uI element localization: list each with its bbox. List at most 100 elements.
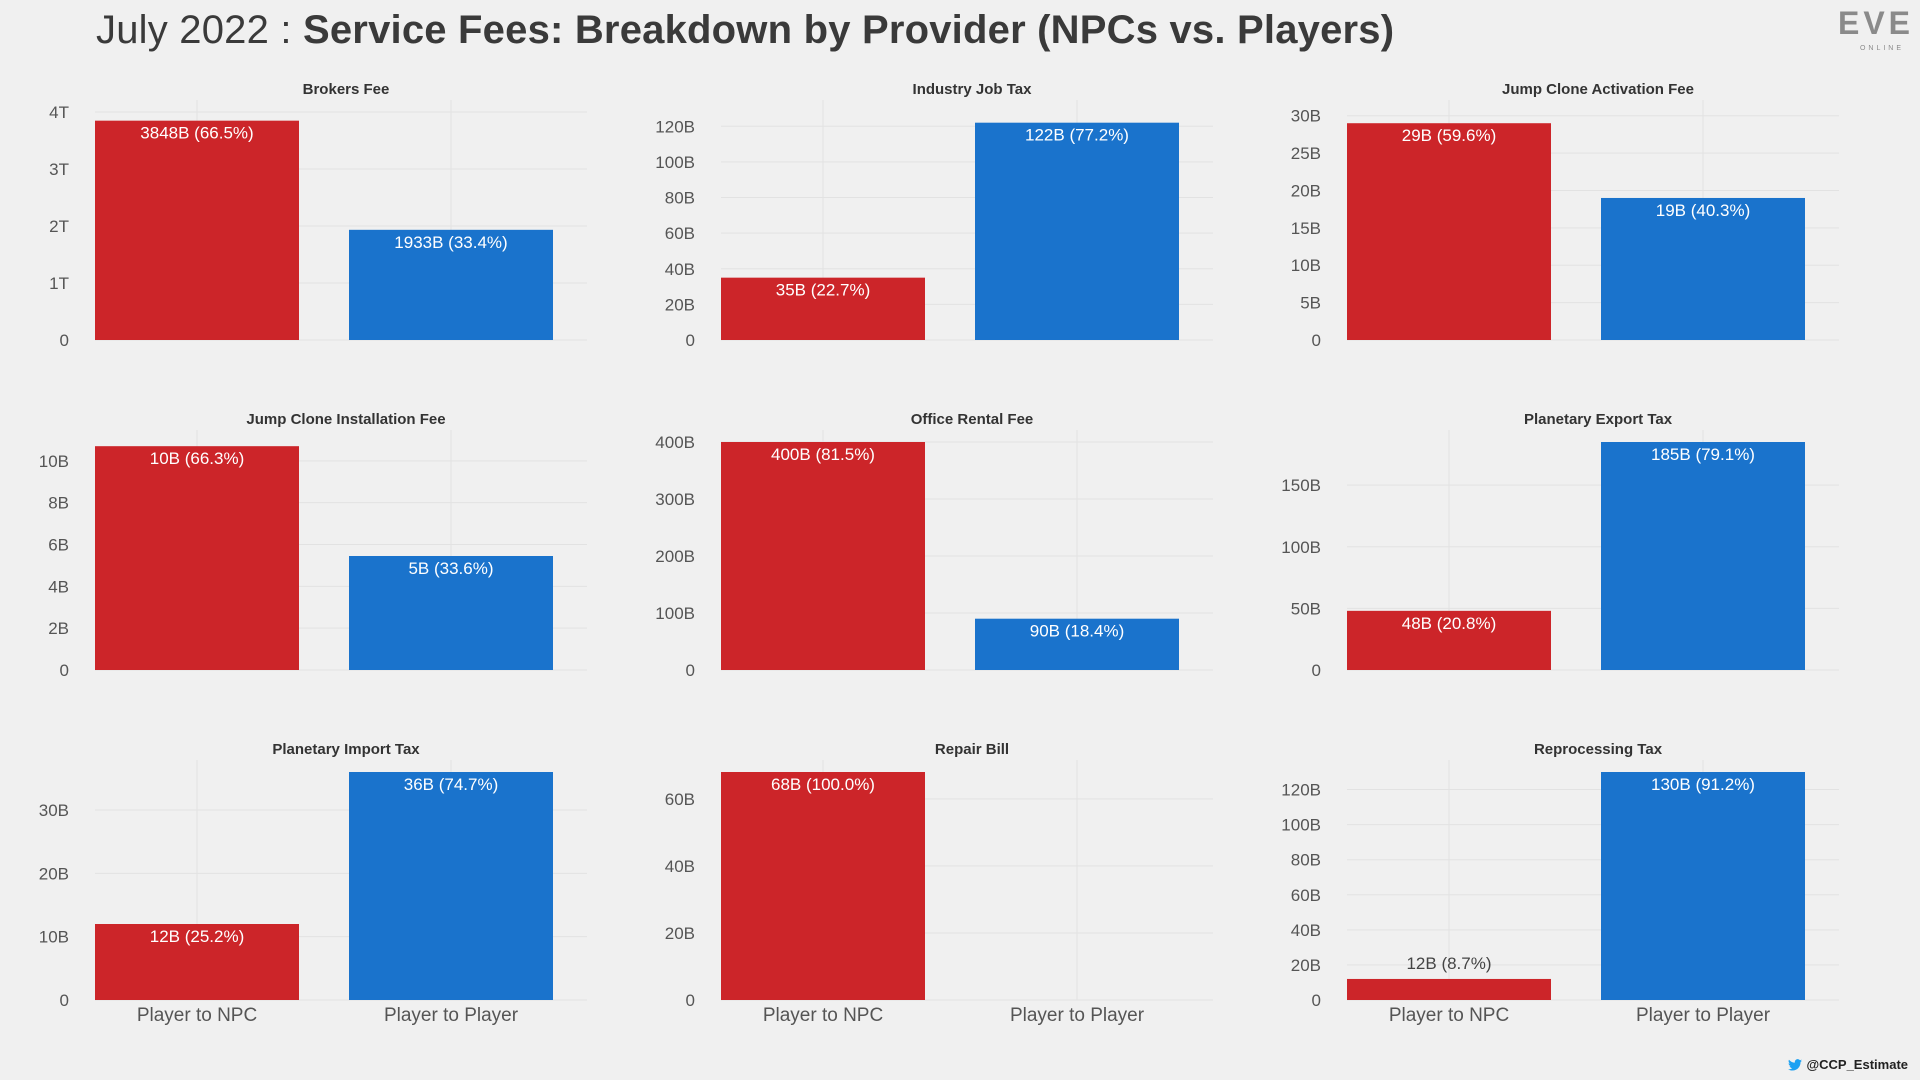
y-tick-label: 20B (1291, 181, 1321, 200)
x-category-label: Player to NPC (1389, 1005, 1509, 1026)
y-tick-label: 300B (655, 490, 695, 509)
bar-player-to-player[interactable] (975, 122, 1179, 340)
bar-data-label: 122B (77.2%) (1025, 126, 1129, 145)
twitter-handle: @CCP_Estimate (1806, 1057, 1908, 1072)
y-tick-label: 100B (655, 153, 695, 172)
bar-player-to-npc[interactable] (95, 924, 299, 1000)
y-tick-label: 25B (1291, 144, 1321, 163)
bar-data-label: 12B (25.2%) (150, 927, 245, 946)
bar-data-label: 35B (22.7%) (776, 281, 871, 300)
y-tick-label: 40B (1291, 921, 1321, 940)
chart-panel-repair-bill: Repair Bill 0 20B 40B 60B 68B (100.0%) Player … (665, 741, 1213, 1026)
bar-player-to-player[interactable] (975, 618, 1179, 670)
y-tick-label: 60B (665, 224, 695, 243)
logo-text: EVE (1838, 5, 1914, 41)
y-tick-label: 0 (686, 661, 695, 680)
bar-player-to-player[interactable] (1601, 197, 1805, 340)
y-tick-label: 4B (48, 577, 69, 596)
bar-player-to-npc[interactable] (721, 277, 925, 340)
y-tick-label: 120B (1281, 781, 1321, 800)
chart-title: Planetary Export Tax (1524, 411, 1673, 428)
chart-panel-jump-clone-activation-fee: Jump Clone Activation Fee 0 5B 10B 15B 20B 25B… (1291, 81, 1839, 350)
y-tick-label: 120B (655, 117, 695, 136)
y-tick-label: 200B (655, 547, 695, 566)
y-tick-label: 20B (665, 295, 695, 314)
y-tick-label: 100B (1281, 538, 1321, 557)
y-tick-label: 0 (60, 991, 69, 1010)
bar-data-label: 10B (66.3%) (150, 449, 245, 468)
y-tick-label: 20B (39, 864, 69, 883)
bar-data-label: 5B (33.6%) (408, 559, 493, 578)
y-tick-label: 0 (1312, 991, 1321, 1010)
bar-player-to-npc[interactable] (1347, 978, 1551, 1000)
y-tick-label: 8B (48, 494, 69, 513)
chart-panel-planetary-export-tax: Planetary Export Tax 0 50B 100B 150B 48B (20.… (1281, 411, 1839, 680)
y-tick-label: 20B (1291, 956, 1321, 975)
bar-data-label: 12B (8.7%) (1406, 954, 1491, 973)
y-tick-label: 20B (665, 924, 695, 943)
title-main: Service Fees: Breakdown by Provider (NPC… (302, 8, 1395, 52)
y-tick-label: 10B (39, 928, 69, 947)
chart-panel-planetary-import-tax: Planetary Import Tax 0 10B 20B 30B 12B (25.2%… (39, 741, 587, 1026)
x-category-label: Player to NPC (763, 1005, 883, 1026)
bar-player-to-player[interactable] (1601, 772, 1805, 1000)
y-tick-label: 0 (1312, 661, 1321, 680)
chart-panel-industry-job-tax: Industry Job Tax 0 20B 40B 60B 80B 100B 120B 35B… (655, 81, 1213, 350)
chart-panel-office-rental-fee: Office Rental Fee 0 100B 200B 300B 400B 400B (… (655, 411, 1213, 680)
y-tick-label: 0 (60, 661, 69, 680)
chart-title: Repair Bill (935, 741, 1009, 758)
chart-panel-jump-clone-installation-fee: Jump Clone Installation Fee 0 2B 4B 6B 8B 10B 1… (39, 411, 587, 680)
bar-data-label: 400B (81.5%) (771, 445, 875, 464)
y-tick-label: 10B (39, 452, 69, 471)
bar-data-label: 36B (74.7%) (404, 775, 499, 794)
y-tick-label: 10B (1291, 256, 1321, 275)
y-tick-label: 60B (665, 790, 695, 809)
bar-player-to-npc[interactable] (721, 442, 925, 670)
bar-player-to-player[interactable] (349, 772, 553, 1000)
logo-subtext: ONLINE (1860, 45, 1904, 52)
bar-player-to-npc[interactable] (95, 446, 299, 670)
chart-title: Jump Clone Installation Fee (246, 411, 445, 428)
y-tick-label: 50B (1291, 599, 1321, 618)
bar-player-to-npc[interactable] (1347, 123, 1551, 341)
bar-player-to-npc[interactable] (721, 772, 925, 1000)
y-tick-label: 60B (1291, 886, 1321, 905)
y-tick-label: 150B (1281, 476, 1321, 495)
y-tick-label: 0 (686, 991, 695, 1010)
bar-data-label: 1933B (33.4%) (394, 233, 507, 252)
y-tick-label: 4T (49, 103, 69, 122)
chart-title: Reprocessing Tax (1534, 741, 1663, 758)
bar-data-label: 19B (40.3%) (1656, 201, 1751, 220)
bar-data-label: 185B (79.1%) (1651, 445, 1755, 464)
bar-data-label: 3848B (66.5%) (140, 124, 253, 143)
twitter-credit[interactable]: @CCP_Estimate (1788, 1057, 1908, 1072)
chart-title: Industry Job Tax (913, 81, 1033, 98)
y-tick-label: 0 (60, 331, 69, 350)
y-tick-label: 0 (1312, 331, 1321, 350)
bar-data-label: 90B (18.4%) (1030, 622, 1125, 641)
y-tick-label: 80B (1291, 851, 1321, 870)
x-category-label: Player to Player (384, 1005, 519, 1026)
chart-title: Jump Clone Activation Fee (1502, 81, 1694, 98)
y-tick-label: 15B (1291, 219, 1321, 238)
twitter-icon (1788, 1058, 1803, 1071)
bar-player-to-player[interactable] (349, 229, 553, 340)
chart-title: Office Rental Fee (911, 411, 1034, 428)
bar-player-to-npc[interactable] (95, 120, 299, 340)
y-tick-label: 40B (665, 260, 695, 279)
chart-panel-reprocessing-tax: Reprocessing Tax 0 20B 40B 60B 80B 100B 120B 12B… (1281, 741, 1839, 1026)
bar-player-to-npc[interactable] (1347, 610, 1551, 670)
y-tick-label: 100B (655, 604, 695, 623)
eve-online-logo: EVE ONLINE (1836, 4, 1916, 54)
chart-title: Brokers Fee (303, 81, 390, 98)
bar-data-label: 130B (91.2%) (1651, 775, 1755, 794)
y-tick-label: 30B (1291, 107, 1321, 126)
chart-panel-brokers-fee: Brokers Fee 0 1T 2T 3T 4T 3848B (66.5%) 1933B (… (49, 81, 587, 350)
bar-player-to-player[interactable] (349, 556, 553, 670)
bar-data-label: 48B (20.8%) (1402, 614, 1497, 633)
bar-player-to-player[interactable] (1601, 442, 1805, 670)
y-tick-label: 1T (49, 274, 69, 293)
y-tick-label: 30B (39, 801, 69, 820)
y-tick-label: 40B (665, 857, 695, 876)
